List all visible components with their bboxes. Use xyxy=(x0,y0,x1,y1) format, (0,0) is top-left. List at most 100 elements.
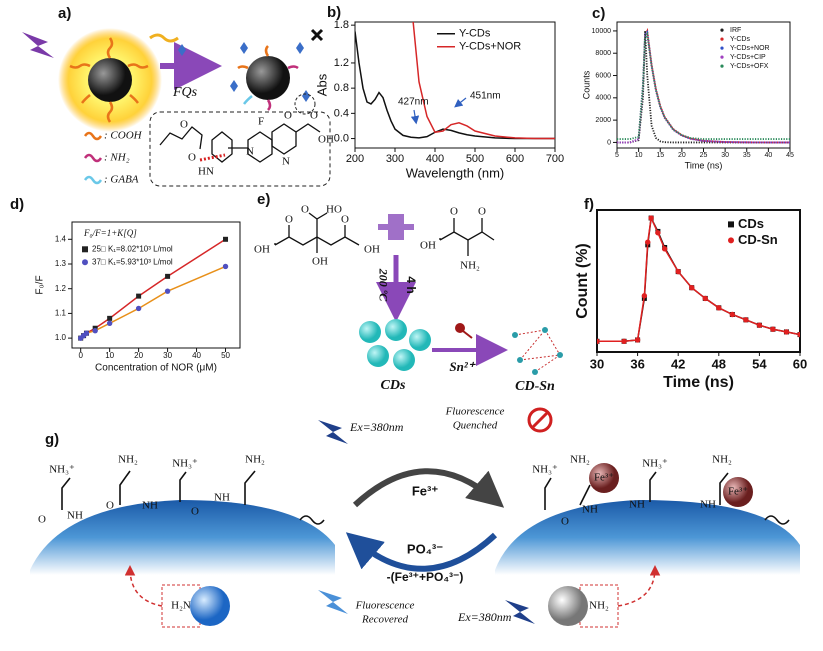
reagent: PO₄³⁻ xyxy=(407,541,443,556)
atom: O xyxy=(310,110,318,122)
dot-core xyxy=(88,58,132,102)
chem-label: NH xyxy=(142,500,158,512)
equation: F₀/F=1+K[Q] xyxy=(83,228,137,238)
surface xyxy=(30,500,335,575)
cross xyxy=(310,28,324,42)
legend-label: 25□ K₁=8.02*10³ L/mol xyxy=(92,244,173,253)
y-tick-label: 4000 xyxy=(595,95,611,102)
x-tick-label: 20 xyxy=(134,351,143,360)
chem-label: NH xyxy=(582,504,598,516)
marker xyxy=(92,328,98,334)
x-tick-label: 30 xyxy=(590,356,604,371)
plot-area xyxy=(355,22,555,140)
chem-label: O xyxy=(191,506,199,518)
legend-label: CD-Sn xyxy=(738,232,778,247)
chem-label: NH₃⁺ xyxy=(642,458,668,470)
marker xyxy=(716,305,722,311)
plus xyxy=(378,214,414,240)
x-tick-label: 45 xyxy=(786,152,794,159)
marker xyxy=(621,338,627,344)
plot-area xyxy=(597,215,800,344)
marker xyxy=(648,215,654,221)
x-tick-label: 30 xyxy=(163,351,172,360)
y-tick-label: 1.3 xyxy=(55,259,67,268)
arrow-backward xyxy=(345,532,498,572)
label: Sn²⁺ xyxy=(449,359,476,374)
atom: NH₂ xyxy=(460,260,480,272)
ligands xyxy=(69,37,149,123)
x-tick-label: 200 xyxy=(346,153,364,165)
marker xyxy=(83,330,90,336)
marker xyxy=(702,295,708,302)
atom: OH xyxy=(318,134,334,146)
legend-text: : GABA xyxy=(104,174,139,186)
marker xyxy=(135,305,142,312)
marker xyxy=(222,263,229,270)
zoom-arrow xyxy=(124,565,163,607)
legend-swatch xyxy=(82,246,88,253)
legend-label: Y-CDs+NOR xyxy=(730,45,770,52)
marker xyxy=(645,239,651,245)
marker xyxy=(136,293,142,299)
drug-icons xyxy=(178,42,310,102)
x-tick-label: 600 xyxy=(506,153,524,165)
panel-e: e) O OH HO O OH O OH O OH O NH₂ 200 ºC 4… xyxy=(254,191,563,394)
chem-label: NH xyxy=(67,510,83,522)
series-line xyxy=(617,30,790,144)
x-tick-label: 500 xyxy=(466,153,484,165)
arrow-forward xyxy=(352,468,505,508)
legend-icon xyxy=(83,153,103,163)
marker xyxy=(641,293,648,299)
panel-label: g) xyxy=(45,431,59,448)
x-axis-label: Wavelength (nm) xyxy=(406,165,505,180)
marker xyxy=(106,320,113,326)
y-tick-label: 1.8 xyxy=(334,19,349,31)
chem-label: NH₃⁺ xyxy=(172,458,198,470)
quench-icon xyxy=(530,410,550,430)
y-tick-label: 0.4 xyxy=(334,107,349,119)
state: Quenched xyxy=(453,420,498,432)
legend-label: Y-CDs xyxy=(730,36,750,43)
y-axis-label: F₀/F xyxy=(35,275,46,294)
zoom-circle xyxy=(294,93,316,115)
marker xyxy=(675,268,681,275)
plot-frame xyxy=(354,21,556,149)
x-tick-label: 54 xyxy=(752,356,767,371)
annotation: 427nm xyxy=(398,97,429,108)
marker xyxy=(756,322,763,328)
legend-label: Y-CDs xyxy=(459,28,491,40)
annotation-arrow xyxy=(454,97,467,108)
series-line xyxy=(80,265,226,339)
sn-icon xyxy=(462,330,473,339)
x-tick-label: 40 xyxy=(192,351,201,360)
cd-sn-network xyxy=(514,329,561,373)
x-tick-label: 25 xyxy=(700,152,708,159)
chem-label: Fe³⁺ xyxy=(594,472,614,484)
marker xyxy=(783,329,790,335)
atom: HO xyxy=(326,204,342,216)
atom: OH xyxy=(254,244,270,256)
legend-swatch xyxy=(82,259,88,266)
chem-label: H₂N xyxy=(171,600,191,612)
legend-swatch xyxy=(728,221,734,228)
chem-label: NH xyxy=(700,499,716,511)
legend-swatch xyxy=(728,237,734,244)
legend-swatch xyxy=(720,28,724,32)
light-icon xyxy=(318,420,348,444)
state: Fluorescence xyxy=(355,600,415,612)
plot-frame xyxy=(596,209,801,353)
annotation: 451nm xyxy=(470,91,501,102)
dot-core xyxy=(246,56,290,100)
legend-icon xyxy=(83,131,103,141)
condition: 4 h xyxy=(404,276,418,293)
atom: O xyxy=(180,119,188,131)
marker xyxy=(770,326,776,332)
y-tick-label: 10000 xyxy=(592,28,612,35)
y-tick-label: 1.0 xyxy=(55,333,67,342)
marker xyxy=(743,317,749,323)
chem-label: NH xyxy=(629,499,645,511)
panel-label: f) xyxy=(584,196,594,213)
sn-icon xyxy=(455,323,465,333)
molecule xyxy=(159,123,321,163)
